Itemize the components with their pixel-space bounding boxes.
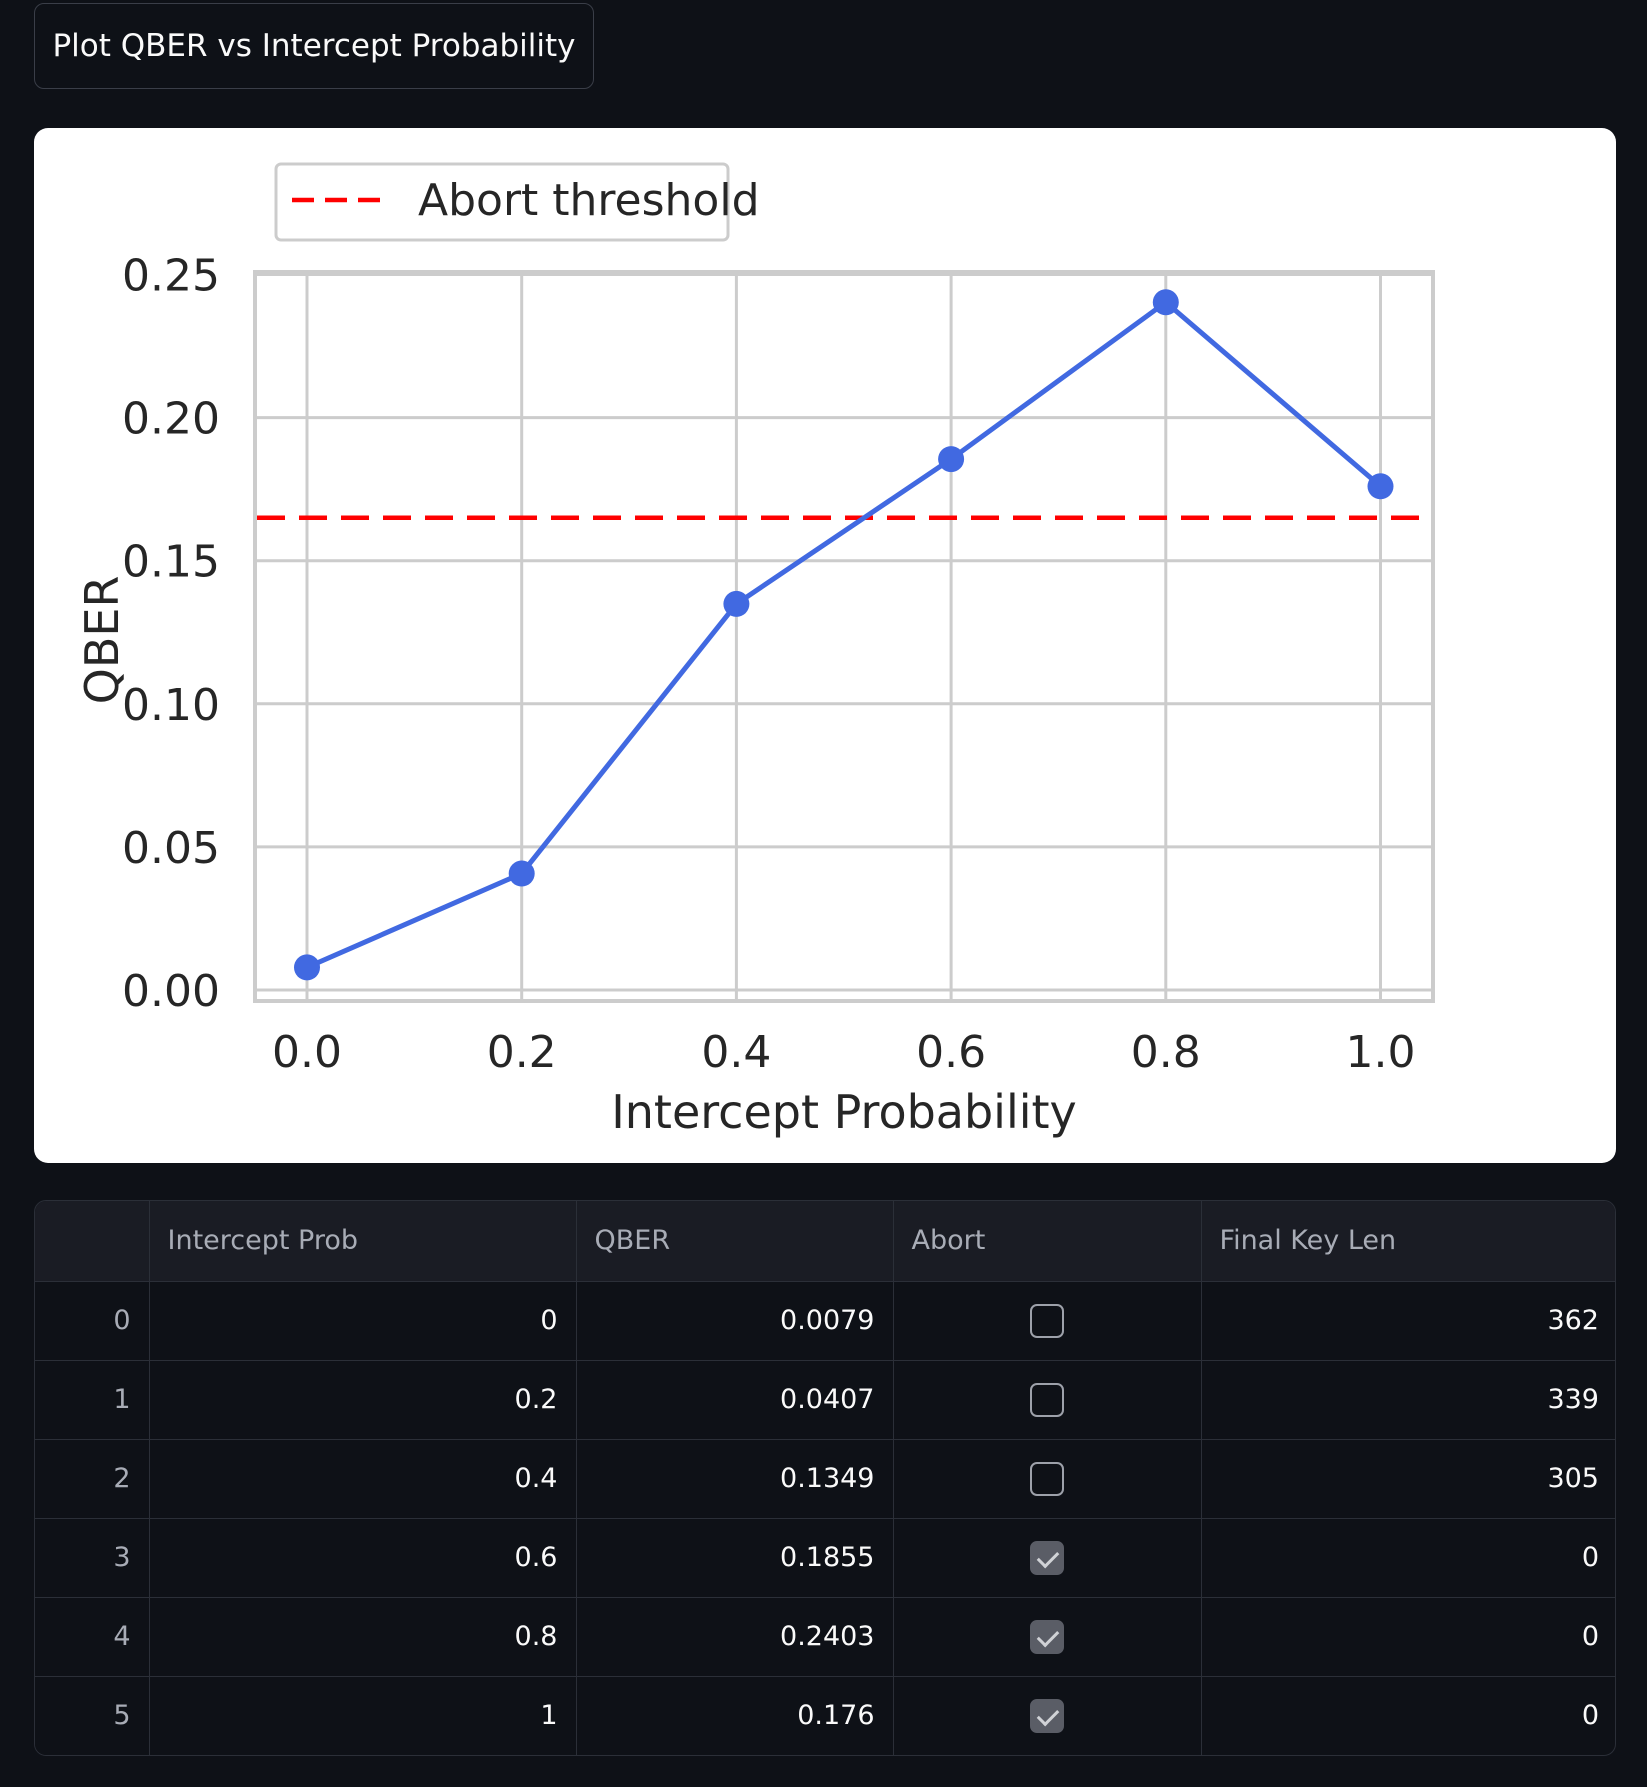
- qber-cell[interactable]: 0.1855: [576, 1518, 894, 1598]
- plot-button[interactable]: Plot QBER vs Intercept Probability: [34, 3, 594, 89]
- y-tick-labels: 0.00 0.05 0.10 0.15 0.20 0.25: [122, 251, 220, 1018]
- final-key-len-cell[interactable]: 0: [1581, 1700, 1599, 1732]
- qber-cell[interactable]: 0.1349: [576, 1439, 894, 1519]
- abort-checkbox[interactable]: [1030, 1303, 1064, 1338]
- legend-label: Abort threshold: [418, 175, 760, 226]
- y-tick-label: 0.20: [122, 394, 220, 445]
- x-axis-label: Intercept Probability: [611, 1085, 1077, 1139]
- row-index: 0: [35, 1281, 150, 1361]
- row-index: 2: [35, 1439, 150, 1519]
- abort-checkbox[interactable]: [1030, 1461, 1064, 1496]
- abort-cell[interactable]: [893, 1518, 1202, 1598]
- qber-chart: 0.00 0.05 0.10 0.15 0.20 0.25 0.0 0.2 0.4 0.6 0.8…: [34, 128, 1616, 1163]
- qber-cell[interactable]: 0.0407: [576, 1360, 894, 1440]
- axes-frame: [253, 270, 1435, 1003]
- results-table[interactable]: Intercept Prob QBER Abort Final Key Len …: [34, 1200, 1616, 1756]
- x-tick-label: 0.0: [272, 1027, 342, 1078]
- y-tick-label: 0.05: [122, 823, 220, 874]
- row-index: 3: [35, 1518, 150, 1598]
- intercept-prob-cell[interactable]: 1: [149, 1676, 577, 1755]
- y-tick-label: 0.00: [122, 966, 220, 1017]
- x-tick-label: 0.4: [701, 1027, 771, 1078]
- abort-cell[interactable]: [893, 1281, 1202, 1361]
- y-tick-label: 0.25: [122, 251, 220, 302]
- x-tick-label: 0.6: [916, 1027, 986, 1078]
- qber-cell[interactable]: 0.176: [576, 1676, 894, 1755]
- intercept-prob-cell[interactable]: 0: [149, 1281, 577, 1361]
- chart-grid: [255, 272, 1433, 1001]
- abort-checkbox[interactable]: [1030, 1382, 1064, 1417]
- data-point: [723, 590, 750, 617]
- legend: Abort threshold: [274, 162, 760, 242]
- data-point: [938, 446, 965, 473]
- data-point: [294, 954, 320, 981]
- data-point: [1152, 289, 1179, 316]
- row-index: 1: [35, 1360, 150, 1440]
- abort-cell[interactable]: [893, 1360, 1202, 1440]
- abort-cell[interactable]: [893, 1676, 1202, 1755]
- qber-cell[interactable]: 0.2403: [576, 1597, 894, 1677]
- abort-cell[interactable]: [893, 1439, 1202, 1519]
- final-key-len-cell[interactable]: 0: [1201, 1518, 1615, 1598]
- chart-canvas: 0.00 0.05 0.10 0.15 0.20 0.25 0.0 0.2 0.4 0.6 0.8…: [75, 162, 1435, 1139]
- final-key-len-cell[interactable]: 362: [1201, 1281, 1615, 1361]
- intercept-prob-cell[interactable]: 0.4: [149, 1439, 577, 1519]
- column-header-qber[interactable]: QBER: [576, 1201, 894, 1282]
- intercept-prob-cell[interactable]: 0.6: [149, 1518, 577, 1598]
- column-header-final-key-len[interactable]: Final Key Len: [1201, 1201, 1615, 1282]
- table-row[interactable]: 2 0.4 0.1349 305: [35, 1439, 1615, 1519]
- table-row[interactable]: 1 0.2 0.0407 339: [35, 1360, 1615, 1440]
- final-key-len-cell[interactable]: 0: [1201, 1597, 1615, 1677]
- abort-checkbox[interactable]: [1030, 1698, 1064, 1733]
- intercept-prob-cell[interactable]: 0.8: [149, 1597, 577, 1677]
- x-tick-label: 0.8: [1131, 1027, 1201, 1078]
- y-tick-label: 0.10: [122, 680, 220, 731]
- row-index: 4: [35, 1597, 150, 1677]
- data-point: [1367, 473, 1394, 500]
- column-header-intercept-prob[interactable]: Intercept Prob: [149, 1201, 577, 1282]
- table-row[interactable]: 3 0.6 0.1855 0: [35, 1518, 1615, 1598]
- column-header-index[interactable]: [35, 1201, 150, 1282]
- abort-cell[interactable]: [893, 1597, 1202, 1677]
- abort-checkbox[interactable]: [1030, 1540, 1064, 1575]
- table-header-row: Intercept Prob QBER Abort Final Key Len: [35, 1201, 1615, 1282]
- intercept-prob-cell[interactable]: 0.2: [149, 1360, 577, 1440]
- x-tick-label: 1.0: [1346, 1027, 1416, 1078]
- x-tick-label: 0.2: [487, 1027, 557, 1078]
- abort-checkbox[interactable]: [1030, 1619, 1064, 1654]
- data-point: [508, 860, 535, 887]
- legend-box: [274, 162, 730, 242]
- table-row[interactable]: 0 0 0.0079 362: [35, 1281, 1615, 1361]
- y-tick-label: 0.15: [122, 537, 220, 588]
- column-header-abort[interactable]: Abort: [893, 1201, 1202, 1282]
- qber-cell[interactable]: 0.0079: [576, 1281, 894, 1361]
- qber-series-line: [305, 299, 1383, 970]
- y-axis-label: QBER: [75, 576, 129, 705]
- table-row[interactable]: 4 0.8 0.2403 0: [35, 1597, 1615, 1677]
- row-index: 5: [35, 1676, 150, 1755]
- x-tick-labels: 0.0 0.2 0.4 0.6 0.8 1.0: [272, 1027, 1415, 1078]
- qber-points: [294, 289, 1394, 981]
- table-row[interactable]: 5 1 0.176 0: [35, 1676, 1615, 1755]
- final-key-len-cell[interactable]: 305: [1201, 1439, 1615, 1519]
- final-key-len-cell[interactable]: 339: [1201, 1360, 1615, 1440]
